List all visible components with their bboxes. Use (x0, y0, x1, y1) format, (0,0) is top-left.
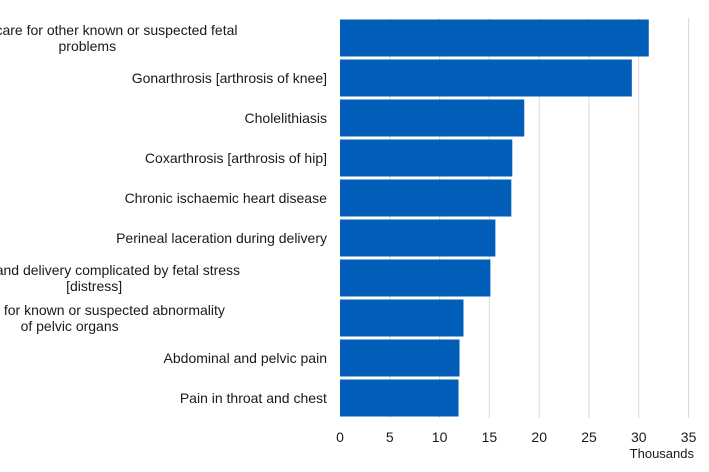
x-axis-label: Thousands (630, 446, 695, 461)
x-tick-label: 0 (336, 429, 344, 445)
x-tick-label: 35 (681, 429, 697, 445)
bars (340, 19, 649, 417)
x-tick-label: 20 (531, 429, 547, 445)
bar (340, 139, 513, 177)
category-label: Maternal care for known or suspected abn… (0, 302, 225, 334)
x-tick-label: 25 (581, 429, 597, 445)
x-tick-label: 5 (386, 429, 394, 445)
bar (340, 379, 459, 417)
category-label: Perineal laceration during delivery (116, 230, 327, 246)
bar (340, 339, 460, 377)
category-label: Maternal care for other known or suspect… (0, 22, 238, 54)
category-label: Gonarthrosis [arthrosis of knee] (132, 70, 327, 86)
category-label: Labour and delivery complicated by fetal… (0, 262, 240, 294)
category-label: Abdominal and pelvic pain (164, 350, 327, 366)
x-tick-label: 10 (432, 429, 448, 445)
category-label: Chronic ischaemic heart disease (125, 190, 328, 206)
bar (340, 99, 525, 137)
bar (340, 259, 491, 297)
x-tick-label: 30 (631, 429, 647, 445)
bar (340, 179, 512, 217)
bar (340, 19, 649, 57)
bar (340, 59, 632, 97)
category-label: Coxarthrosis [arthrosis of hip] (145, 150, 327, 166)
x-axis-ticks: 0 5 10 15 20 25 30 35 (336, 429, 696, 445)
x-tick-label: 15 (482, 429, 498, 445)
category-label: Cholelithiasis (245, 110, 327, 126)
category-labels: Maternal care for other known or suspect… (0, 22, 327, 406)
bar (340, 219, 496, 257)
category-label: Pain in throat and chest (180, 390, 327, 406)
bar (340, 299, 464, 337)
